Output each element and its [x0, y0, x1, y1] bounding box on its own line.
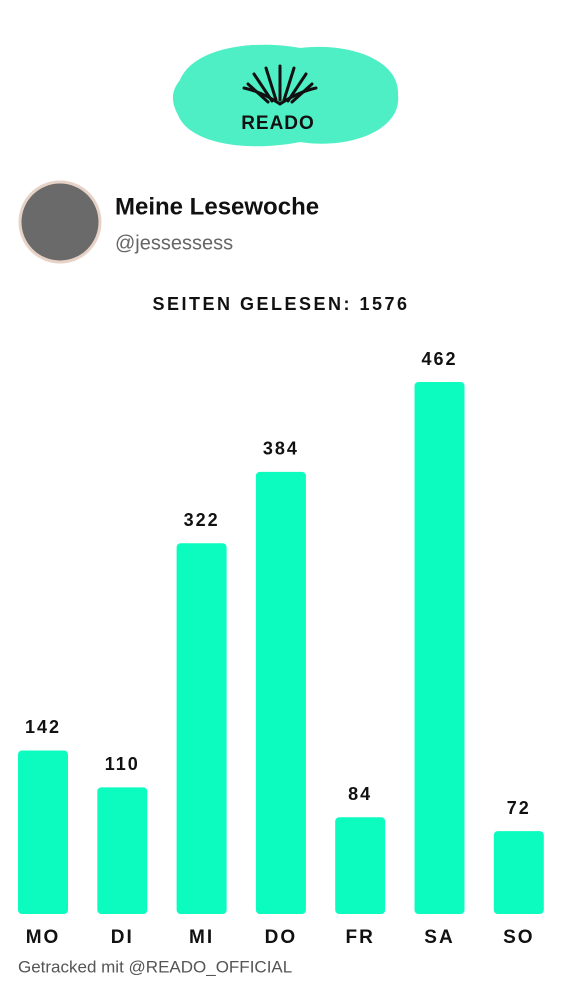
bar	[414, 382, 465, 914]
bar	[335, 817, 386, 914]
bar	[97, 787, 148, 914]
logo-text: READO	[241, 113, 315, 134]
avatar	[18, 180, 102, 264]
value-label: 110	[105, 754, 140, 774]
value-label: 142	[25, 717, 61, 737]
bar	[493, 831, 544, 914]
x-tick-label: SO	[503, 927, 534, 948]
profile-name: Meine Lesewoche	[115, 193, 319, 220]
chart-title: SEITEN GELESEN: 1576	[152, 294, 409, 314]
logo: READO	[172, 44, 399, 147]
x-tick-label: SA	[424, 927, 454, 948]
x-tick-label: MI	[189, 927, 214, 948]
value-label: 72	[507, 798, 531, 818]
profile-handle: @jessessess	[115, 232, 233, 254]
x-tick-label: DO	[265, 927, 298, 948]
value-label: 84	[348, 784, 372, 804]
bar	[255, 471, 306, 914]
value-label: 384	[263, 439, 299, 459]
value-label: 462	[421, 349, 457, 369]
logo-icon	[242, 64, 318, 106]
x-tick-label: FR	[346, 927, 375, 948]
footer: Getracked mit @READO_OFFICIAL	[18, 957, 292, 976]
bar	[176, 543, 227, 914]
bar	[18, 750, 68, 914]
value-label: 322	[184, 510, 220, 530]
x-tick-label: MO	[26, 927, 61, 948]
x-tick-label: DI	[111, 927, 134, 948]
